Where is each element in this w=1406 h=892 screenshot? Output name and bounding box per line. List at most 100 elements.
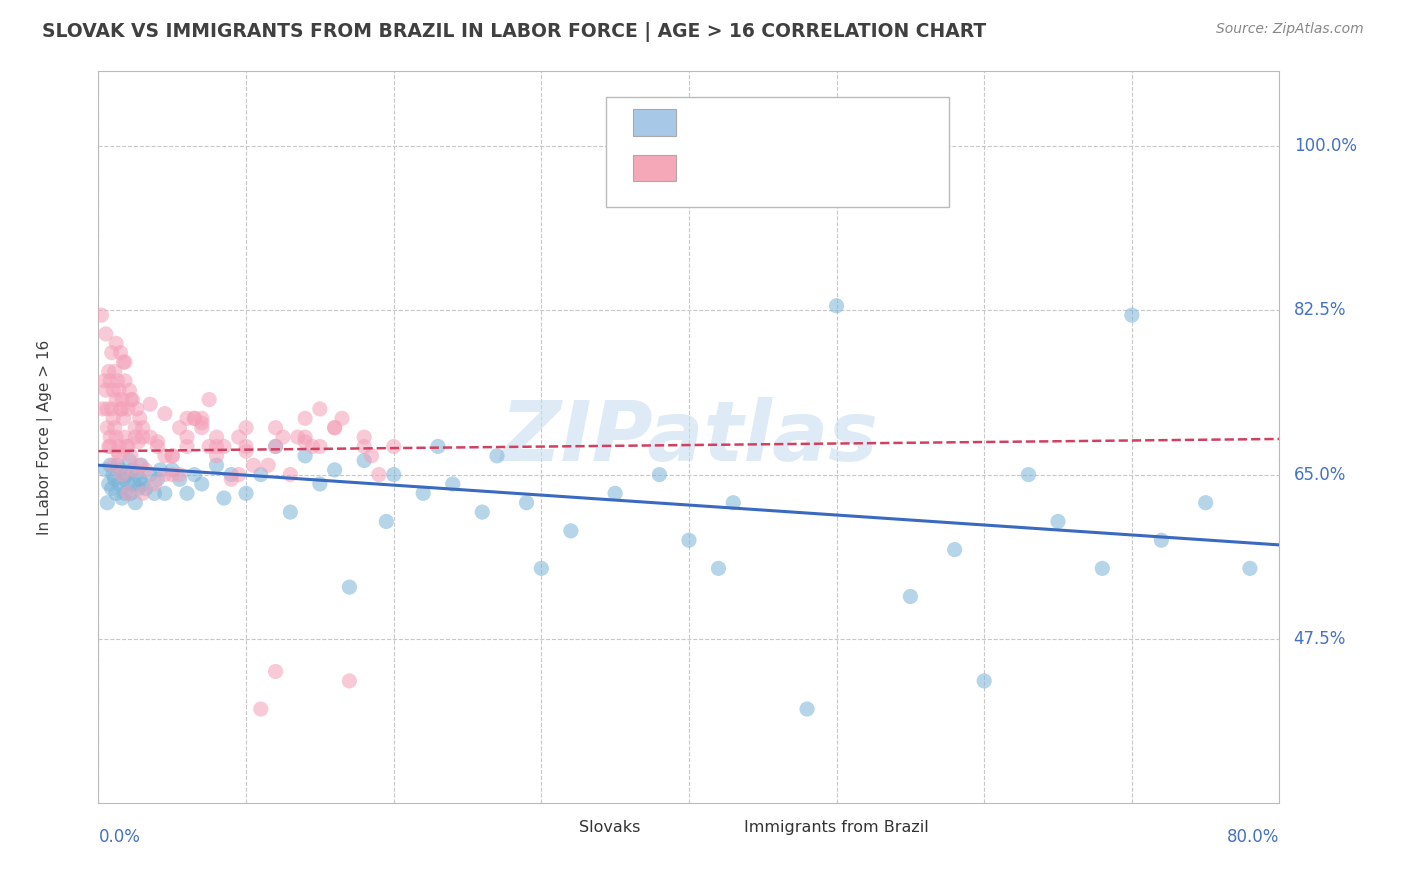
Text: 100.0%: 100.0% <box>1294 137 1357 155</box>
Point <box>382 467 405 482</box>
FancyBboxPatch shape <box>534 821 568 835</box>
Point <box>176 411 198 425</box>
Point <box>107 374 129 388</box>
Point <box>176 430 198 444</box>
Text: SLOVAK VS IMMIGRANTS FROM BRAZIL IN LABOR FORCE | AGE > 16 CORRELATION CHART: SLOVAK VS IMMIGRANTS FROM BRAZIL IN LABO… <box>42 22 987 42</box>
Point <box>105 486 128 500</box>
Point <box>191 416 214 430</box>
Point <box>648 467 671 482</box>
Point <box>309 477 332 491</box>
Point <box>257 458 280 473</box>
Point <box>205 430 228 444</box>
Point <box>678 533 700 548</box>
Point <box>110 463 132 477</box>
Point <box>228 467 250 482</box>
Point <box>135 463 157 477</box>
Point <box>97 364 120 378</box>
Point <box>183 411 205 425</box>
Point <box>723 496 745 510</box>
Point <box>107 458 129 473</box>
Point <box>143 477 166 491</box>
Point <box>205 440 228 454</box>
Point <box>1047 515 1070 529</box>
Point <box>943 542 966 557</box>
Point <box>560 524 582 538</box>
FancyBboxPatch shape <box>606 97 949 207</box>
Point <box>111 401 134 416</box>
Point <box>124 430 146 444</box>
Point <box>796 702 818 716</box>
Point <box>309 440 332 454</box>
Point <box>162 467 183 482</box>
Point <box>125 401 148 416</box>
Point <box>108 383 131 397</box>
Point <box>96 496 118 510</box>
Point <box>120 449 142 463</box>
Text: 47.5%: 47.5% <box>1294 630 1346 648</box>
Point <box>114 430 136 444</box>
Point <box>96 420 118 434</box>
Point <box>114 355 136 369</box>
Point <box>108 477 131 491</box>
Point <box>323 463 346 477</box>
Point <box>221 472 243 486</box>
Point <box>294 411 316 425</box>
Point <box>176 440 198 454</box>
Point <box>198 440 221 454</box>
Point <box>162 463 183 477</box>
Point <box>1195 496 1218 510</box>
Point <box>128 458 150 473</box>
Text: R = -0.087: R = -0.087 <box>688 113 787 131</box>
Point <box>132 420 155 434</box>
Point <box>271 430 294 444</box>
Point <box>129 458 152 473</box>
Point <box>441 477 464 491</box>
Text: R = 0.027: R = 0.027 <box>688 159 778 177</box>
Point <box>353 453 375 467</box>
Point <box>221 467 243 482</box>
Point <box>118 453 141 467</box>
Point <box>264 440 287 454</box>
Point <box>111 467 134 482</box>
Point <box>360 449 382 463</box>
Point <box>323 420 346 434</box>
Point <box>205 458 228 473</box>
Point <box>486 449 509 463</box>
Point <box>105 430 128 444</box>
Point <box>973 673 995 688</box>
Point <box>301 440 323 454</box>
Point <box>605 486 627 500</box>
Point <box>103 458 125 473</box>
Point <box>100 401 122 416</box>
Point <box>280 467 302 482</box>
Point <box>146 440 169 454</box>
Point <box>1239 561 1261 575</box>
Point <box>117 440 139 454</box>
Point <box>122 477 145 491</box>
Point <box>100 482 122 496</box>
Point <box>121 392 143 407</box>
Point <box>135 482 157 496</box>
Text: 80.0%: 80.0% <box>1227 829 1279 847</box>
Point <box>235 420 257 434</box>
Point <box>250 702 273 716</box>
Point <box>104 472 127 486</box>
Point <box>191 477 214 491</box>
Point <box>330 411 353 425</box>
Text: N = 86: N = 86 <box>815 113 876 131</box>
Point <box>1150 533 1173 548</box>
Point <box>110 345 132 359</box>
Point <box>183 411 205 425</box>
Point <box>183 467 205 482</box>
Point <box>127 434 149 449</box>
Point <box>124 420 146 434</box>
Point <box>90 308 112 322</box>
Point <box>94 326 117 341</box>
Point <box>198 392 221 407</box>
Point <box>112 472 135 486</box>
Point <box>139 430 162 444</box>
Point <box>169 472 191 486</box>
Point <box>146 472 169 486</box>
Point <box>205 449 228 463</box>
FancyBboxPatch shape <box>634 154 676 181</box>
